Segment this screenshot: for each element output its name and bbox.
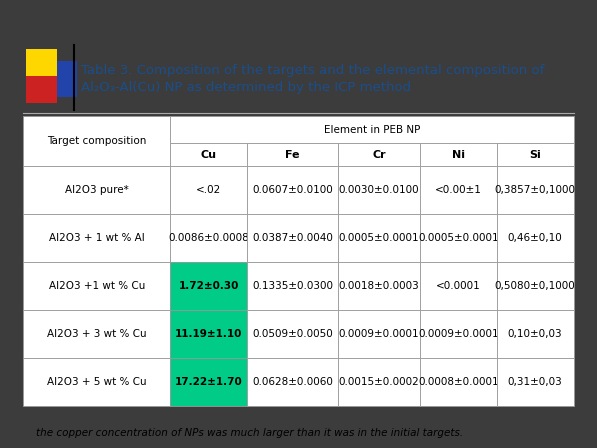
Bar — [497, 166, 574, 215]
Bar — [247, 215, 338, 263]
Bar — [170, 358, 247, 406]
Text: 0,3857±0,1000: 0,3857±0,1000 — [495, 185, 576, 195]
Bar — [497, 215, 574, 263]
Text: 0.0086±0.0008: 0.0086±0.0008 — [168, 233, 249, 243]
Bar — [338, 166, 420, 215]
Bar — [420, 263, 497, 310]
Bar — [23, 215, 170, 263]
Bar — [420, 166, 497, 215]
Text: <0.00±1: <0.00±1 — [435, 185, 482, 195]
Text: Table 3. Composition of the targets and the elemental composition of: Table 3. Composition of the targets and … — [81, 64, 544, 77]
Bar — [23, 263, 170, 310]
Text: Cr: Cr — [373, 150, 386, 160]
Bar — [170, 310, 247, 358]
Bar — [247, 166, 338, 215]
Text: Element in PEB NP: Element in PEB NP — [324, 125, 420, 135]
Bar — [170, 116, 574, 143]
Bar — [170, 166, 247, 215]
Bar — [170, 143, 247, 166]
Bar — [247, 143, 338, 166]
Bar — [420, 358, 497, 406]
Bar — [338, 143, 420, 166]
Text: 0,10±0,03: 0,10±0,03 — [508, 329, 562, 340]
Text: 0.0387±0.0040: 0.0387±0.0040 — [253, 233, 333, 243]
Bar — [420, 310, 497, 358]
Text: Al2O3 +1 wt % Cu: Al2O3 +1 wt % Cu — [49, 281, 145, 291]
Text: 0.0018±0.0003: 0.0018±0.0003 — [338, 281, 420, 291]
Text: Ni: Ni — [452, 150, 465, 160]
Text: 0.0009±0.0001: 0.0009±0.0001 — [418, 329, 498, 340]
Bar — [23, 166, 170, 215]
Text: 0,31±0,03: 0,31±0,03 — [508, 377, 562, 388]
Bar — [338, 310, 420, 358]
Bar — [26, 76, 57, 103]
Text: <.02: <.02 — [196, 185, 221, 195]
Text: Al2O3 + 3 wt % Cu: Al2O3 + 3 wt % Cu — [47, 329, 147, 340]
Text: <0.0001: <0.0001 — [436, 281, 481, 291]
Bar — [247, 310, 338, 358]
Bar — [338, 215, 420, 263]
Text: 0.0015±0.0002: 0.0015±0.0002 — [338, 377, 420, 388]
Bar — [338, 358, 420, 406]
Text: Si: Si — [530, 150, 541, 160]
Text: Cu: Cu — [201, 150, 217, 160]
Text: 0,5080±0,1000: 0,5080±0,1000 — [495, 281, 576, 291]
Text: 1.72±0.30: 1.72±0.30 — [179, 281, 239, 291]
Bar — [247, 263, 338, 310]
Text: 0.0005±0.0001: 0.0005±0.0001 — [418, 233, 498, 243]
Text: 0.0509±0.0050: 0.0509±0.0050 — [253, 329, 333, 340]
Text: 0.0607±0.0100: 0.0607±0.0100 — [253, 185, 333, 195]
Text: 0.0030±0.0100: 0.0030±0.0100 — [339, 185, 420, 195]
Text: 0.0628±0.0060: 0.0628±0.0060 — [253, 377, 333, 388]
Text: 0.1335±0.0300: 0.1335±0.0300 — [253, 281, 333, 291]
Text: Fe: Fe — [285, 150, 300, 160]
Text: 0,46±0,10: 0,46±0,10 — [508, 233, 562, 243]
Text: Target composition: Target composition — [47, 137, 147, 146]
Bar — [23, 116, 170, 166]
Text: 0.0005±0.0001: 0.0005±0.0001 — [339, 233, 420, 243]
Bar — [26, 49, 57, 76]
Bar — [497, 143, 574, 166]
Bar — [497, 310, 574, 358]
Text: 17.22±1.70: 17.22±1.70 — [175, 377, 242, 388]
Bar — [48, 61, 77, 97]
Text: Al2O3 pure*: Al2O3 pure* — [65, 185, 129, 195]
Bar — [247, 358, 338, 406]
Text: 11.19±1.10: 11.19±1.10 — [175, 329, 242, 340]
Bar — [420, 215, 497, 263]
Bar — [497, 263, 574, 310]
Text: the copper concentration of NPs was much larger than it was in the initial targe: the copper concentration of NPs was much… — [36, 427, 463, 438]
Text: 0.0008±0.0001: 0.0008±0.0001 — [418, 377, 498, 388]
Bar — [170, 263, 247, 310]
Bar — [338, 263, 420, 310]
Bar — [23, 310, 170, 358]
Text: Al2O3 + 1 wt % Al: Al2O3 + 1 wt % Al — [49, 233, 145, 243]
Text: 0.0009±0.0001: 0.0009±0.0001 — [339, 329, 420, 340]
Text: Al2O3 + 5 wt % Cu: Al2O3 + 5 wt % Cu — [47, 377, 147, 388]
Bar — [23, 358, 170, 406]
Text: Al₂O₃-Al(Cu) NP as determined by the ICP method: Al₂O₃-Al(Cu) NP as determined by the ICP… — [81, 81, 411, 94]
Bar — [170, 215, 247, 263]
Bar — [497, 358, 574, 406]
Bar — [420, 143, 497, 166]
